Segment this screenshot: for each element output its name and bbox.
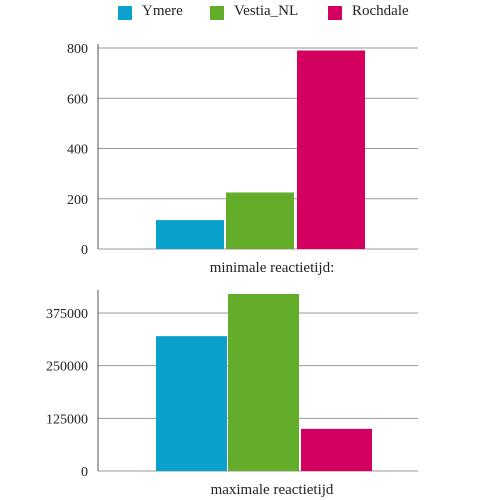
y-tick-label: 250000 [46,360,88,375]
bar-vestia-nl [226,192,294,249]
legend: Ymere Vestia_NL Rochdale [0,0,500,26]
y-tick-label: 0 [81,243,88,258]
x-axis-label: maximale reactietijd [211,482,334,498]
bar-rochdale [297,50,365,250]
bar-ymere [156,336,227,471]
legend-label-rochdale: Rochdale [352,3,409,19]
legend-swatch-rochdale [328,6,342,20]
legend-swatch-ymere [118,6,132,20]
legend-label-ymere: Ymere [142,3,183,19]
legend-label-vestia: Vestia_NL [234,3,299,19]
bar-vestia-nl [228,294,299,471]
y-tick-label: 125000 [46,412,88,427]
x-axis-label: minimale reactietijd: [210,260,335,276]
y-tick-label: 200 [67,193,88,208]
y-tick-label: 375000 [46,307,88,322]
bar-rochdale [301,428,372,471]
y-tick-label: 800 [67,42,88,57]
bar-ymere [156,220,224,249]
y-tick-label: 600 [67,92,88,107]
y-tick-label: 0 [81,465,88,480]
y-tick-label: 400 [67,143,88,158]
legend-swatch-vestia [210,6,224,20]
